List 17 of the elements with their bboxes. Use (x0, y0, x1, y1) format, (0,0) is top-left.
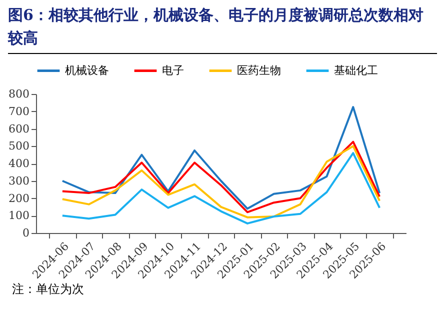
chart-title: 图6：相较其他行业，机械设备、电子的月度被调研总次数相对较高 (8, 0, 437, 54)
line-series (61, 106, 381, 210)
legend-label: 机械设备 (65, 64, 109, 77)
y-tick-label: 500 (8, 140, 30, 153)
y-tick-label: 300 (8, 174, 30, 188)
y-tick-label: 600 (8, 122, 30, 136)
legend-label: 医药生物 (237, 64, 281, 77)
y-tick-label: 800 (8, 88, 30, 100)
legend-label: 电子 (162, 64, 184, 77)
line-series (61, 152, 381, 224)
text: 注：单位为次 (11, 281, 85, 298)
y-tick-label: 0 (22, 226, 30, 240)
y-tick-label: 400 (8, 157, 30, 170)
y-tick-label: 700 (8, 104, 30, 118)
y-tick-label: 200 (8, 192, 30, 205)
legend-label: 基础化工 (334, 64, 378, 77)
y-tick-label: 100 (8, 209, 30, 222)
